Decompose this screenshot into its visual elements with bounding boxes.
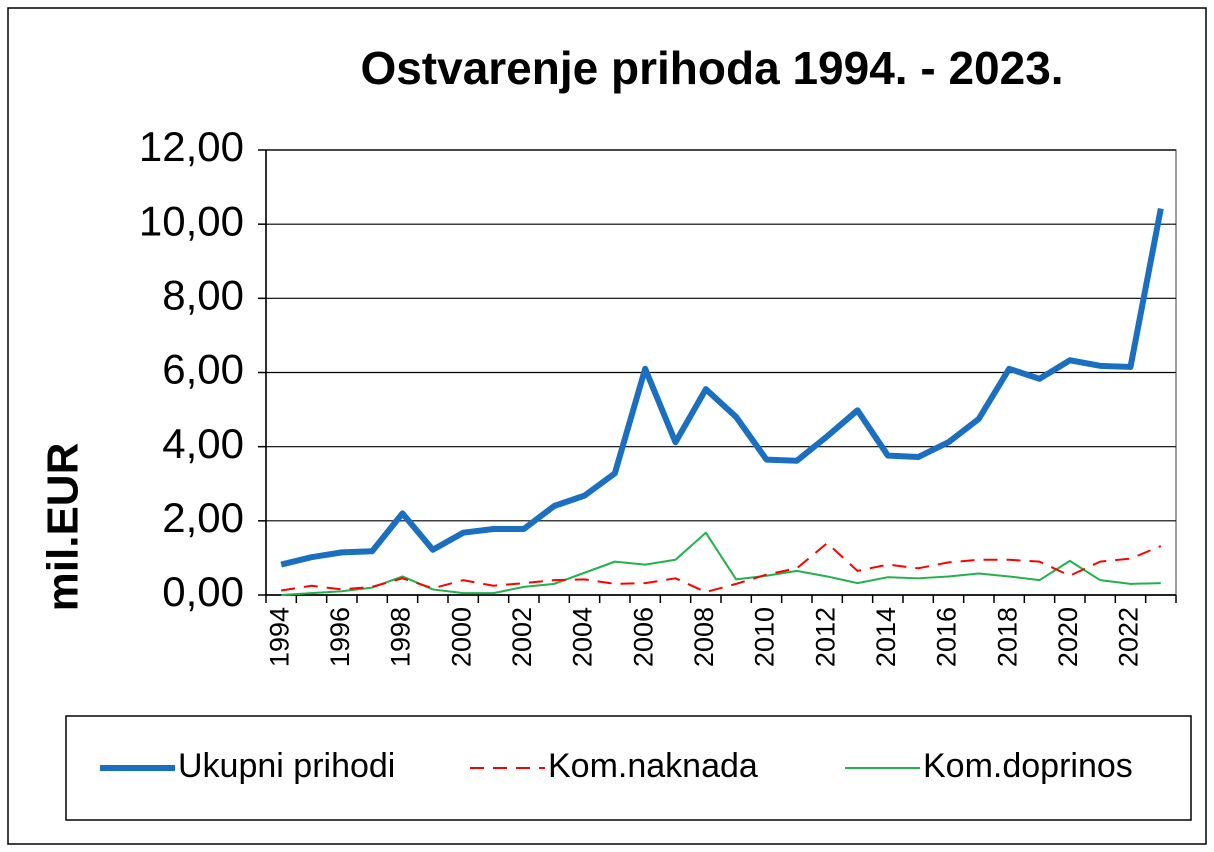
x-tick-label: 2020 (1053, 607, 1083, 667)
x-tick-label: 2010 (750, 607, 780, 667)
x-tick-label: 2012 (810, 607, 840, 667)
legend-label: Kom.doprinos (923, 747, 1133, 785)
x-tick-label: 2000 (446, 607, 476, 667)
x-tick-label: 2016 (932, 607, 962, 667)
y-tick-label: 10,00 (139, 197, 244, 244)
x-tick-label: 2022 (1114, 607, 1144, 667)
legend-box (65, 715, 1192, 821)
x-tick-label: 1998 (386, 607, 416, 667)
x-tick-label: 2018 (992, 607, 1022, 667)
x-tick-label: 2006 (628, 607, 658, 667)
series-line (281, 542, 1162, 594)
legend-label: Kom.naknada (548, 747, 758, 785)
y-tick-label: 2,00 (162, 494, 244, 541)
x-tick-label: 2004 (568, 607, 598, 667)
y-tick-label: 6,00 (162, 346, 244, 393)
y-tick-label: 0,00 (162, 568, 244, 615)
y-tick-label: 4,00 (162, 420, 244, 467)
x-tick-label: 1996 (325, 607, 355, 667)
x-tick-label: 2002 (507, 607, 537, 667)
y-axis-label: mil.EUR (39, 443, 88, 612)
series-line (280, 208, 1164, 568)
x-tick-label: 2014 (871, 607, 901, 667)
chart-title: Ostvarenje prihoda 1994. - 2023. (360, 42, 1063, 94)
y-tick-label: 12,00 (139, 123, 244, 170)
x-tick-label: 1994 (264, 607, 294, 667)
x-tick-label: 2008 (689, 607, 719, 667)
y-tick-label: 8,00 (162, 271, 244, 318)
legend-label: Ukupni prihodi (178, 747, 395, 785)
